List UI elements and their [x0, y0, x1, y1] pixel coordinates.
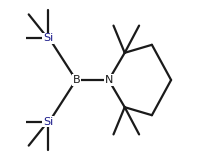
Text: N: N: [104, 75, 113, 85]
Text: Si: Si: [43, 117, 53, 127]
Text: Si: Si: [43, 33, 53, 43]
Text: B: B: [73, 75, 81, 85]
